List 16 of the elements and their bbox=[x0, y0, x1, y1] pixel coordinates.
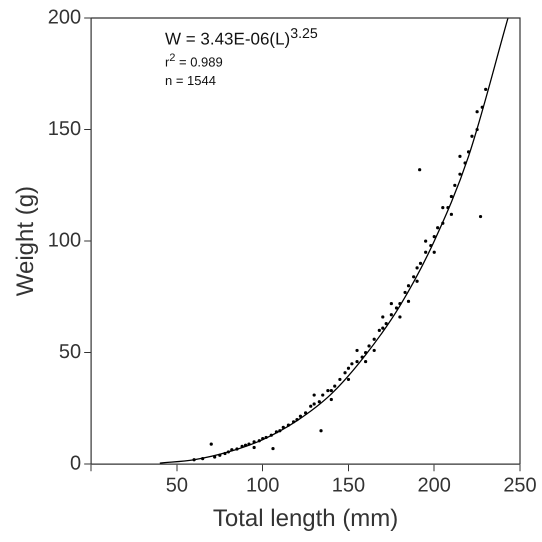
annotation: W = 3.43E-06(L)$^{3.25}$ bbox=[165, 26, 318, 50]
annotation: r$^{2}$ = 0.989 bbox=[165, 52, 224, 69]
line-series bbox=[159, 18, 509, 464]
x-tick-label: 150 bbox=[332, 474, 366, 497]
x-tick-label: 50 bbox=[166, 474, 188, 497]
y-tick-label: 200 bbox=[48, 6, 82, 29]
x-axis-title: Total length (mm) bbox=[212, 505, 398, 532]
y-tick-label: 150 bbox=[48, 118, 82, 140]
x-tick-label: 200 bbox=[418, 474, 451, 497]
x-tick-label: 250 bbox=[503, 474, 537, 497]
annotation: n = 1544 bbox=[165, 72, 217, 88]
y-tick-label: 50 bbox=[58, 341, 82, 364]
y-tick-label: 100 bbox=[48, 230, 82, 252]
x-tick-label: 100 bbox=[246, 474, 280, 497]
y-axis-title: Weight (g) bbox=[12, 186, 40, 296]
y-tick-label: 0 bbox=[70, 452, 82, 475]
